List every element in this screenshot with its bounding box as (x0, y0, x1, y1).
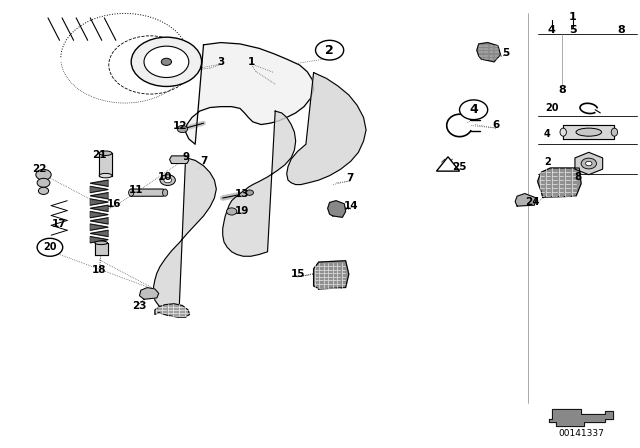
Polygon shape (90, 218, 108, 224)
Polygon shape (575, 152, 603, 175)
Polygon shape (90, 193, 108, 199)
Text: 20: 20 (43, 242, 57, 252)
Circle shape (38, 187, 49, 194)
Ellipse shape (576, 128, 602, 136)
Text: 8: 8 (558, 85, 566, 95)
Polygon shape (287, 73, 366, 185)
Text: 18: 18 (92, 265, 106, 275)
Polygon shape (99, 153, 112, 176)
Circle shape (144, 46, 189, 78)
Text: 13: 13 (235, 189, 249, 198)
Circle shape (131, 37, 202, 86)
Text: 4: 4 (544, 129, 550, 139)
Ellipse shape (99, 173, 112, 178)
Text: 3: 3 (217, 57, 225, 67)
Circle shape (586, 161, 592, 166)
Circle shape (460, 100, 488, 120)
Circle shape (177, 125, 188, 133)
Text: 6: 6 (492, 121, 500, 130)
Text: 1: 1 (569, 12, 577, 22)
Text: 8: 8 (574, 172, 582, 182)
Text: 9: 9 (182, 152, 189, 162)
Text: 15: 15 (291, 269, 305, 279)
Ellipse shape (560, 128, 566, 136)
Text: 7: 7 (200, 156, 207, 166)
Text: 5: 5 (502, 48, 509, 58)
Circle shape (246, 190, 253, 195)
Circle shape (227, 208, 237, 215)
Polygon shape (538, 168, 581, 197)
Polygon shape (477, 43, 500, 62)
Polygon shape (95, 243, 108, 255)
Text: 14: 14 (344, 201, 358, 211)
Text: 11: 11 (129, 185, 143, 195)
Circle shape (160, 175, 175, 185)
Polygon shape (90, 199, 108, 205)
Text: 25: 25 (452, 162, 467, 172)
Circle shape (164, 177, 172, 183)
Circle shape (36, 169, 51, 180)
Polygon shape (314, 261, 349, 289)
Polygon shape (90, 186, 108, 193)
Text: 00141337: 00141337 (558, 429, 604, 438)
Text: 2: 2 (544, 157, 550, 167)
Ellipse shape (611, 128, 618, 136)
Polygon shape (90, 237, 108, 243)
Text: 7: 7 (346, 173, 354, 183)
Text: 12: 12 (173, 121, 188, 131)
Polygon shape (170, 156, 189, 164)
Text: 10: 10 (158, 172, 172, 181)
Text: 5: 5 (569, 26, 577, 35)
Polygon shape (129, 189, 165, 196)
Circle shape (316, 40, 344, 60)
Polygon shape (515, 194, 536, 206)
Text: 16: 16 (107, 199, 121, 209)
Text: 8: 8 (617, 26, 625, 35)
Text: 1: 1 (248, 57, 255, 67)
Text: 23: 23 (132, 301, 147, 310)
Ellipse shape (95, 241, 108, 245)
Circle shape (37, 238, 63, 256)
Polygon shape (90, 205, 108, 211)
Text: 2: 2 (325, 43, 334, 57)
Ellipse shape (163, 189, 168, 196)
Circle shape (581, 158, 596, 169)
Polygon shape (563, 125, 614, 139)
Text: 21: 21 (92, 150, 106, 159)
Polygon shape (436, 157, 460, 171)
Polygon shape (90, 180, 108, 186)
Polygon shape (140, 288, 159, 299)
Polygon shape (186, 43, 314, 144)
Text: 19: 19 (235, 207, 249, 216)
Text: 4: 4 (548, 26, 556, 35)
Polygon shape (549, 409, 613, 426)
Polygon shape (155, 304, 189, 317)
Circle shape (37, 178, 50, 187)
Polygon shape (223, 111, 296, 256)
Text: 4: 4 (469, 103, 478, 116)
Ellipse shape (129, 189, 134, 196)
Polygon shape (90, 211, 108, 218)
Polygon shape (154, 158, 216, 310)
Polygon shape (90, 230, 108, 237)
Text: 24: 24 (525, 198, 540, 207)
Text: 22: 22 (33, 164, 47, 174)
Text: 20: 20 (545, 103, 559, 112)
Ellipse shape (99, 151, 112, 155)
Text: 17: 17 (52, 219, 66, 229)
Polygon shape (328, 201, 346, 217)
Polygon shape (90, 224, 108, 230)
Circle shape (161, 58, 172, 65)
